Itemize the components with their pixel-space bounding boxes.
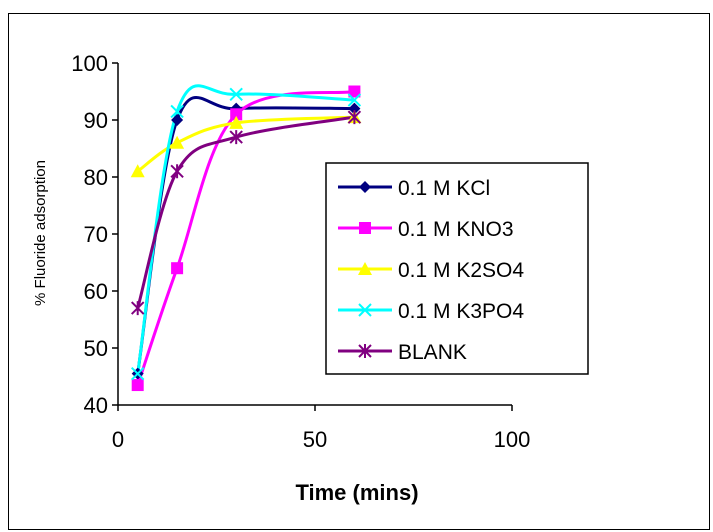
y-tick-label: 40	[84, 393, 108, 418]
x-tick-label: 50	[303, 427, 327, 452]
legend-label: 0.1 M K2SO4	[398, 259, 524, 282]
data-point	[131, 379, 144, 392]
x-ticks: 0 50 100	[112, 405, 530, 452]
series-lines	[136, 84, 355, 386]
legend-marker	[358, 344, 372, 358]
y-ticks: 40 50 60 70 80 90 100	[71, 51, 118, 418]
data-point	[347, 93, 362, 107]
legend-label: 0.1 M KCl	[398, 177, 490, 200]
data-point	[348, 102, 361, 115]
data-point	[230, 108, 243, 121]
y-tick-label: 60	[84, 279, 108, 304]
y-tick-label: 70	[84, 222, 108, 247]
y-tick-label: 100	[71, 51, 108, 76]
legend-marker	[358, 262, 372, 275]
x-tick-label: 0	[112, 427, 124, 452]
x-tick-label: 100	[494, 427, 531, 452]
y-tick-label: 50	[84, 336, 108, 361]
data-point	[130, 366, 145, 381]
y-tick-label: 80	[84, 165, 108, 190]
data-point	[229, 87, 243, 102]
data-point	[170, 164, 184, 179]
legend-marker	[359, 222, 371, 234]
y-tick-label: 90	[84, 108, 108, 133]
data-point	[229, 115, 244, 129]
legend-marker	[359, 181, 371, 193]
y-axis-title: % Fluoride adsorption	[32, 160, 49, 306]
data-point	[229, 130, 243, 145]
data-point	[171, 114, 184, 126]
data-point	[170, 104, 184, 119]
data-point	[348, 85, 361, 98]
legend: 0.1 M KCl 0.1 M KNO3 0.1 M K2SO4 0.1 M K3PO…	[325, 162, 589, 375]
series-line	[136, 90, 355, 386]
x-axis-title: Time (mins)	[295, 480, 418, 505]
series-line	[136, 84, 355, 374]
data-point	[170, 135, 185, 149]
series-line	[136, 115, 355, 173]
data-point	[347, 110, 362, 125]
series-line	[136, 115, 355, 309]
legend-label: 0.1 M KNO3	[398, 218, 514, 241]
data-point	[130, 164, 145, 178]
data-point	[130, 301, 145, 316]
legend-label: BLANK	[398, 341, 467, 364]
legend-label: 0.1 M K3PO4	[398, 300, 524, 323]
legend-marker	[358, 303, 372, 317]
series-markers	[130, 85, 362, 392]
data-point	[171, 262, 184, 275]
